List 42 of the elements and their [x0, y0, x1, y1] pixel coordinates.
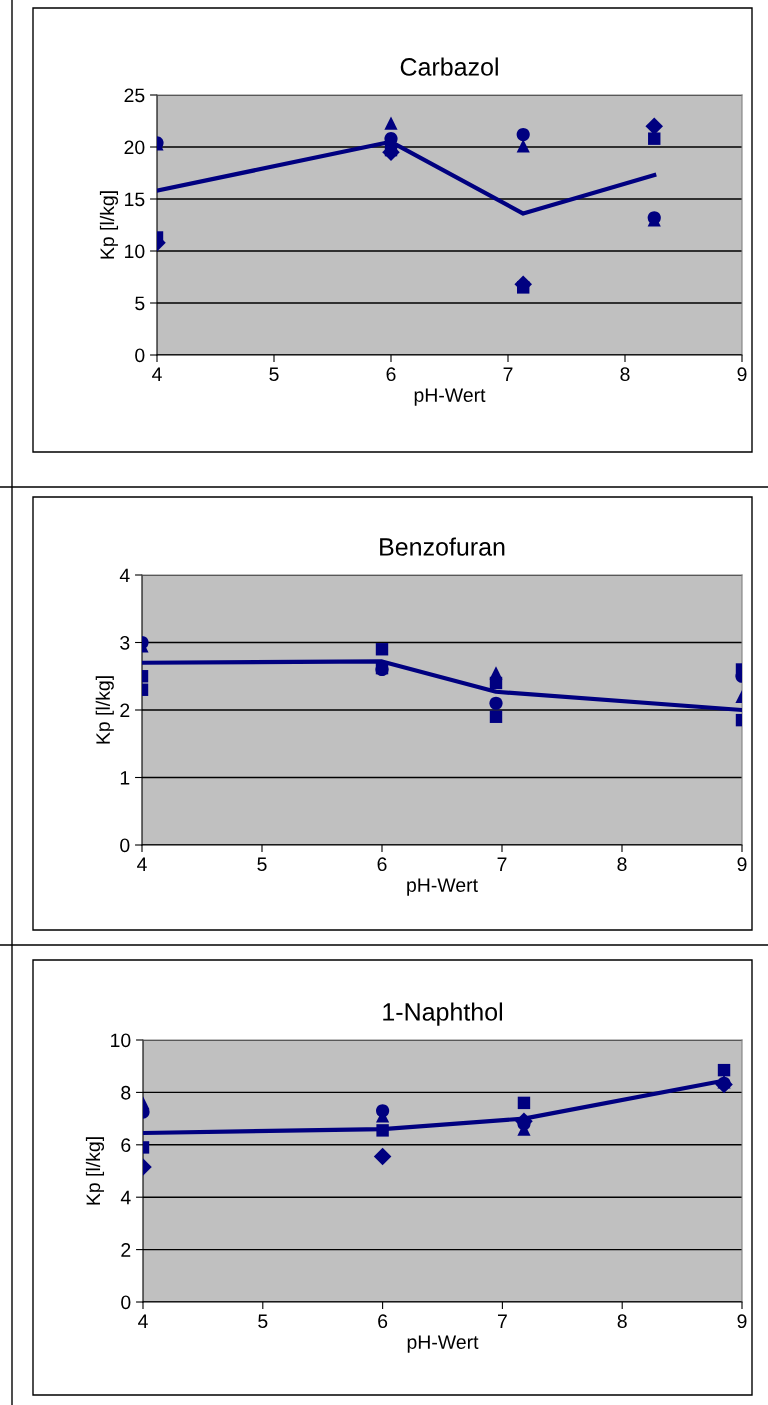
x-tick-label: 8	[617, 857, 627, 872]
y-tick-label: 0	[120, 838, 130, 853]
x-tick-label: 5	[257, 857, 267, 872]
y-tick-label: 0	[135, 348, 145, 363]
y-axis-title: Kp [l/kg]	[95, 676, 114, 744]
y-tick-label: 0	[121, 1295, 131, 1310]
y-tick-label: 15	[125, 192, 145, 207]
y-tick-label: 20	[124, 140, 145, 155]
x-tick-label: 6	[378, 1314, 388, 1329]
x-tick-label: 7	[497, 857, 507, 871]
y-axis-title: Kp [l/kg]	[85, 1137, 105, 1205]
y-tick-label: 10	[125, 244, 145, 259]
y-tick-label: 10	[111, 1033, 131, 1048]
chart-title: Benzofuran	[380, 537, 505, 556]
x-tick-label: 5	[258, 1314, 268, 1329]
x-tick-label: 9	[737, 367, 747, 382]
x-axis-title: pH-Wert	[407, 878, 478, 896]
x-tick-label: 7	[503, 367, 513, 381]
y-tick-label: 4	[119, 568, 130, 583]
chart-title: 1-Naphthol	[383, 1002, 502, 1026]
y-tick-label: 6	[121, 1138, 131, 1153]
x-tick-label: 8	[620, 367, 630, 382]
x-tick-label: 9	[737, 857, 747, 872]
y-tick-label: 4	[120, 1190, 131, 1205]
x-tick-label: 6	[377, 857, 387, 872]
x-tick-label: 7	[497, 1314, 507, 1328]
y-tick-label: 25	[124, 88, 145, 103]
y-tick-label: 8	[121, 1085, 131, 1100]
x-tick-label: 6	[386, 367, 396, 382]
y-tick-label: 5	[135, 296, 145, 311]
chart-title: Carbazol	[400, 57, 498, 76]
x-tick-label: 8	[617, 1314, 627, 1329]
x-tick-label: 4	[152, 367, 162, 381]
y-tick-label: 2	[121, 1243, 131, 1257]
x-axis-title: pH-Wert	[407, 1335, 479, 1353]
x-axis-title: pH-Wert	[414, 388, 486, 406]
y-tick-label: 3	[120, 635, 130, 650]
x-tick-label: 9	[737, 1314, 747, 1329]
y-tick-label: 1	[120, 771, 130, 785]
x-tick-label: 5	[269, 367, 279, 382]
y-axis-title: Kp [l/kg]	[99, 191, 119, 259]
y-tick-label: 2	[120, 703, 130, 718]
